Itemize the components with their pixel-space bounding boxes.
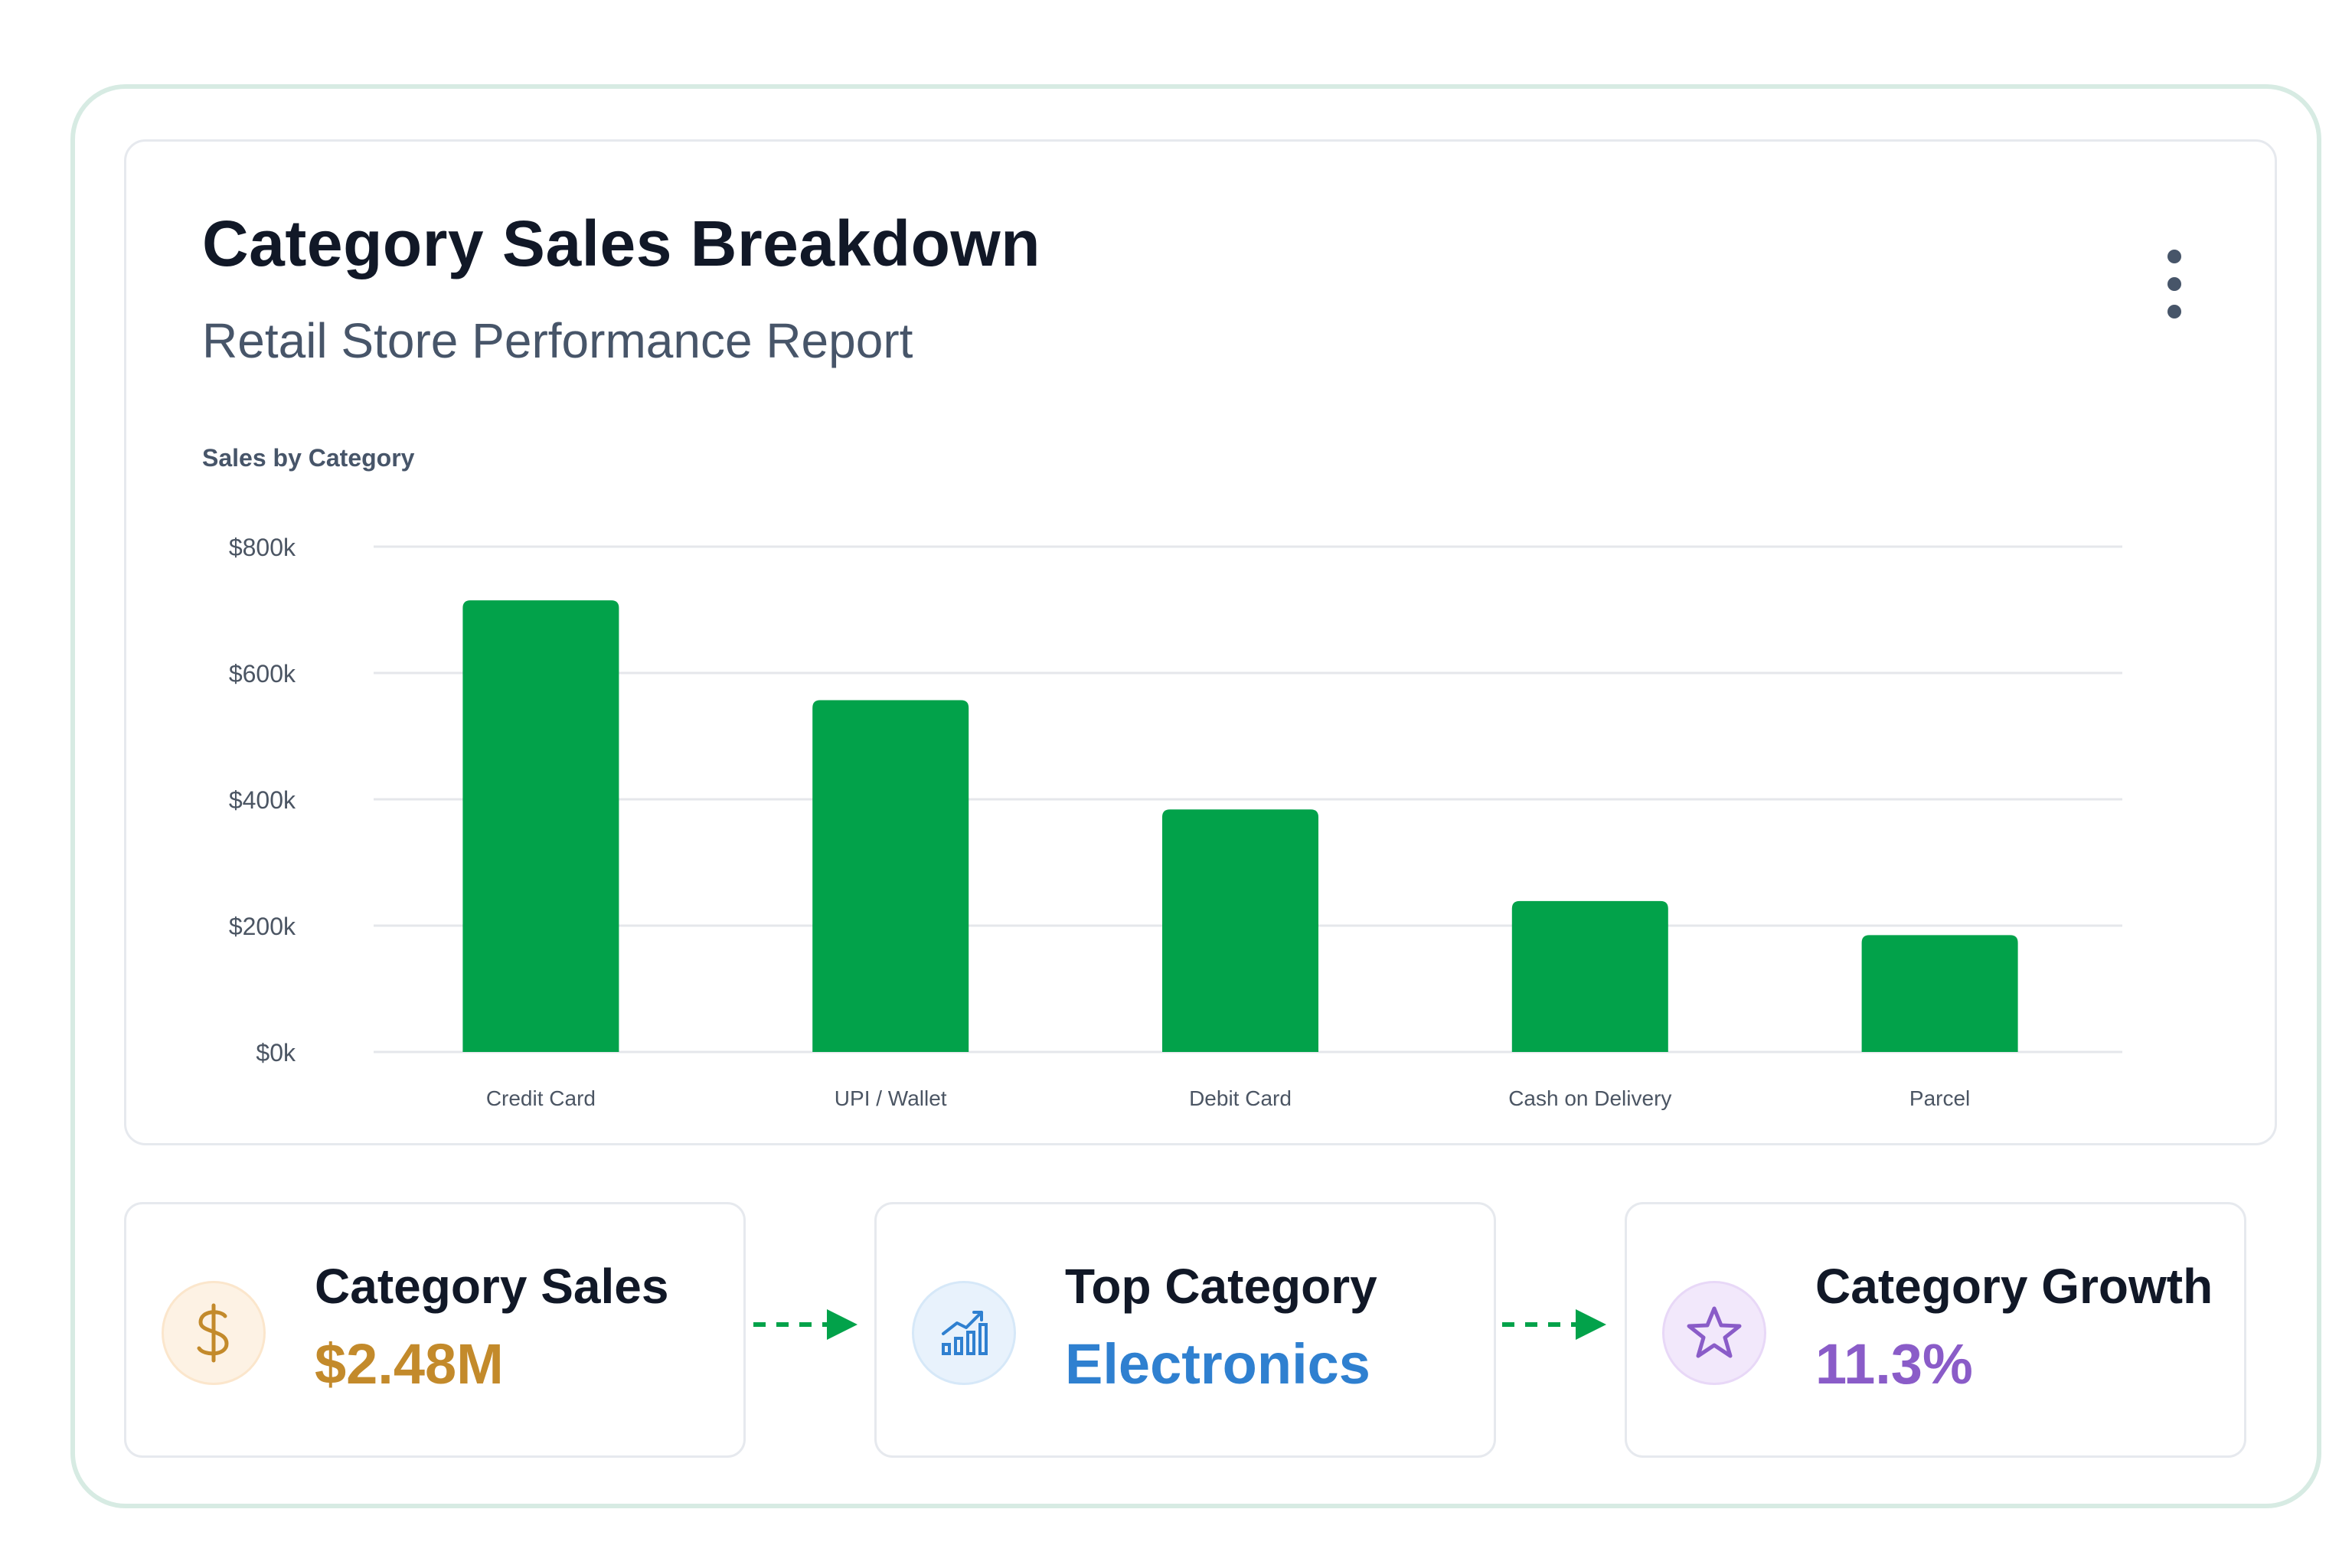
page-title: Category Sales Breakdown bbox=[202, 207, 1041, 279]
bar-chart-growth-icon bbox=[912, 1281, 1016, 1385]
kpi-label: Top Category bbox=[1065, 1259, 1377, 1314]
kpi-card-category-growth: Category Growth 11.3% bbox=[1625, 1202, 2246, 1458]
y-tick-label: $600k bbox=[229, 660, 296, 688]
x-tick-label: Cash on Delivery bbox=[1508, 1086, 1671, 1110]
more-vertical-icon bbox=[2167, 250, 2181, 263]
bar bbox=[812, 700, 969, 1052]
bar bbox=[1511, 900, 1668, 1052]
page-subtitle: Retail Store Performance Report bbox=[202, 313, 913, 368]
chart-label: Sales by Category bbox=[202, 444, 415, 472]
y-tick-label: $400k bbox=[229, 786, 296, 814]
kpi-card-top-category: Top Category Electronics bbox=[874, 1202, 1496, 1458]
bar bbox=[1861, 935, 2018, 1052]
dollar-icon bbox=[162, 1281, 266, 1385]
x-tick-label: Credit Card bbox=[486, 1086, 596, 1110]
flow-arrow-icon bbox=[753, 1309, 858, 1340]
more-vertical-icon-dot bbox=[2167, 305, 2181, 318]
x-tick-label: Debit Card bbox=[1189, 1086, 1292, 1110]
x-tick-label: Parcel bbox=[1909, 1086, 1970, 1110]
kpi-value: Electronics bbox=[1065, 1332, 1370, 1396]
kpi-label: Category Growth bbox=[1815, 1259, 2213, 1314]
kpi-label: Category Sales bbox=[315, 1259, 669, 1314]
flow-arrow-icon bbox=[1502, 1309, 1606, 1340]
bar bbox=[1162, 809, 1318, 1052]
kpi-value: 11.3% bbox=[1815, 1332, 1973, 1396]
y-tick-label: $200k bbox=[229, 913, 296, 940]
y-tick-label: $0k bbox=[256, 1039, 296, 1067]
star-icon bbox=[1662, 1281, 1766, 1385]
kpi-card-category-sales: Category Sales $2.48M bbox=[124, 1202, 746, 1458]
x-tick-label: UPI / Wallet bbox=[835, 1086, 947, 1110]
more-options-button[interactable] bbox=[2153, 250, 2196, 318]
more-vertical-icon-dot bbox=[2167, 277, 2181, 291]
bar-chart: $0k $200k $400k $600k $800k Credit Card UPI / … bbox=[229, 534, 2122, 1110]
kpi-value: $2.48M bbox=[315, 1332, 504, 1396]
y-tick-label: $800k bbox=[229, 534, 296, 561]
bar bbox=[462, 600, 619, 1052]
